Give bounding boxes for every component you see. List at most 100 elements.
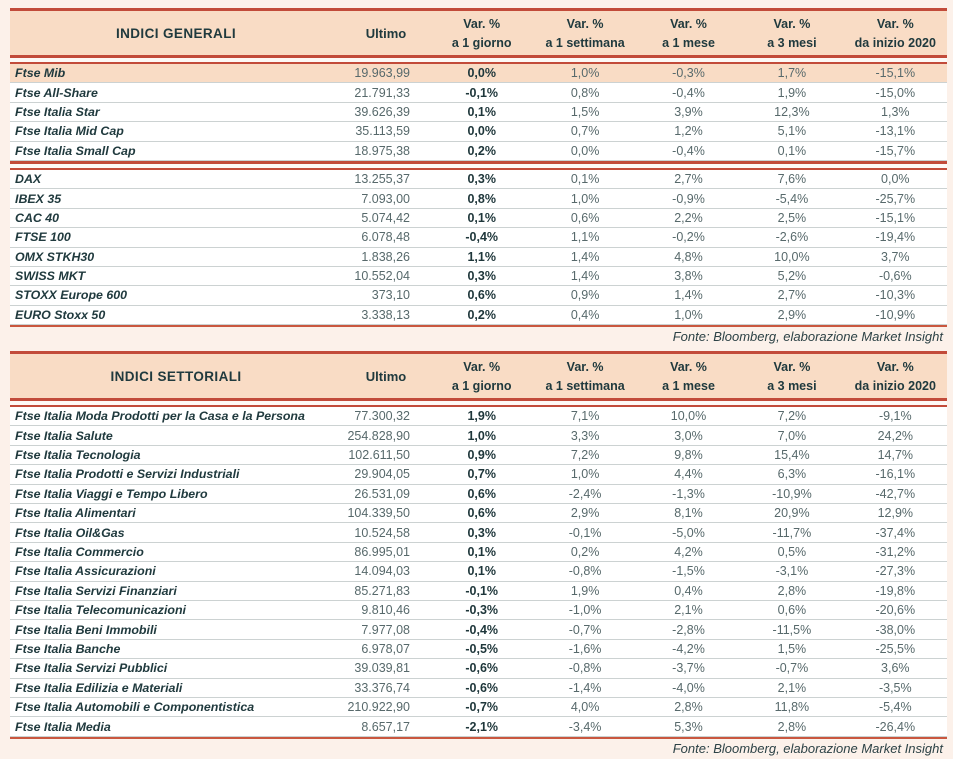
var-value-0: 0,0%: [467, 66, 496, 81]
row-label: Ftse Italia Servizi Pubblici: [15, 661, 168, 676]
row-label: STOXX Europe 600: [15, 288, 128, 303]
var-value-0: 0,2%: [467, 143, 496, 158]
col-header-var-0: Var. % a 1 giorno: [430, 14, 533, 53]
ultimo-value: 102.611,50: [348, 448, 410, 463]
var-value-4: -15,0%: [875, 85, 916, 100]
period-label: a 1 giorno: [451, 378, 512, 393]
table-row: Ftse Italia Edilizia e Materiali 33.376,7…: [10, 678, 947, 698]
table-row: CAC 40 5.074,42 0,1% 0,6% 2,2% 2,5% -15,1%: [10, 208, 947, 229]
var-value-1: -0,8%: [568, 564, 602, 579]
var-value-2: 1,0%: [674, 307, 703, 322]
table-title: INDICI GENERALI: [115, 25, 236, 41]
table-row: Ftse Italia Prodotti e Servizi Industria…: [10, 465, 947, 485]
table-row: STOXX Europe 600 373,10 0,6% 0,9% 1,4% 2,7% -1…: [10, 286, 947, 306]
ultimo-value: 85.271,83: [354, 583, 410, 598]
var-value-2: 3,0%: [674, 428, 703, 443]
row-label: Ftse Italia Automobili e Componentistica: [15, 700, 255, 715]
var-value-4: -10,9%: [875, 307, 916, 322]
var-value-0: 0,8%: [467, 191, 496, 206]
var-value-2: 10,0%: [670, 409, 707, 424]
var-value-2: 4,4%: [674, 467, 703, 482]
table-row: SWISS MKT 10.552,04 0,3% 1,4% 3,8% 5,2% -0,6%: [10, 266, 947, 287]
var-value-4: -27,3%: [875, 564, 916, 579]
var-percent-label: Var. %: [773, 359, 811, 374]
var-value-2: -1,3%: [672, 486, 705, 501]
table-bottom-border: [10, 325, 947, 328]
var-value-0: -0,4%: [465, 622, 499, 637]
var-value-0: 0,1%: [467, 210, 496, 225]
col-header-var-1: Var. % a 1 settimana: [533, 357, 636, 396]
ultimo-value: 8.657,17: [361, 719, 410, 734]
var-value-4: 12,9%: [877, 506, 914, 521]
var-value-0: 0,0%: [467, 124, 496, 139]
var-value-3: 7,0%: [777, 428, 807, 443]
var-value-0: 0,6%: [467, 288, 496, 303]
period-label: a 1 giorno: [451, 35, 512, 50]
indici-settoriali-table: INDICI SETTORIALI Ultimo Var. % a 1 giorno V…: [10, 351, 947, 739]
table-row: FTSE 100 6.078,48 -0,4% 1,1% -0,2% -2,6% -19,4…: [10, 228, 947, 248]
var-value-1: 0,7%: [570, 124, 600, 139]
row-label: EURO Stoxx 50: [15, 307, 106, 322]
var-value-0: -0,7%: [465, 700, 499, 715]
row-label: Ftse Italia Servizi Finanziari: [15, 583, 177, 598]
var-value-3: 11,8%: [774, 700, 810, 715]
var-value-4: 3,6%: [881, 661, 910, 676]
var-value-4: -19,8%: [875, 583, 916, 598]
var-value-0: -0,1%: [465, 583, 499, 598]
var-value-0: 0,3%: [467, 172, 496, 187]
table-row: Ftse Italia Servizi Pubblici 39.039,81 -0,…: [10, 659, 947, 679]
var-value-0: -0,5%: [465, 641, 499, 656]
ultimo-value: 254.828,90: [347, 428, 410, 443]
var-value-2: 0,4%: [674, 583, 703, 598]
var-value-0: -0,6%: [465, 661, 499, 676]
var-value-3: 5,1%: [777, 124, 807, 139]
var-value-3: 20,9%: [774, 506, 810, 521]
var-value-1: -1,4%: [568, 680, 602, 695]
var-value-2: 1,4%: [674, 288, 703, 303]
var-value-1: 1,0%: [570, 66, 600, 81]
row-label: OMX STKH30: [15, 249, 95, 264]
var-value-4: -38,0%: [875, 622, 916, 637]
row-label: Ftse Italia Small Cap: [15, 143, 136, 158]
col-header-var-0: Var. % a 1 giorno: [430, 357, 533, 396]
var-value-1: 0,4%: [570, 307, 600, 322]
var-value-1: -0,7%: [568, 622, 602, 637]
var-percent-label: Var. %: [876, 16, 914, 31]
ultimo-value: 5.074,42: [361, 210, 410, 225]
var-value-1: 1,0%: [570, 191, 600, 206]
var-value-4: -15,1%: [875, 66, 916, 81]
col-header-var-4: Var. % da inizio 2020: [844, 14, 947, 53]
header-double-divider: [10, 55, 947, 64]
var-value-2: 1,2%: [674, 124, 703, 139]
var-value-0: 0,1%: [467, 104, 496, 119]
var-value-3: 0,6%: [777, 603, 807, 618]
header-double-divider: [10, 398, 947, 408]
var-value-2: 9,8%: [674, 448, 703, 463]
var-value-3: 12,3%: [774, 104, 810, 119]
var-value-2: 3,8%: [674, 269, 703, 284]
row-label: Ftse Italia Oil&Gas: [15, 525, 125, 540]
row-label: Ftse Italia Telecomunicazioni: [15, 603, 186, 618]
var-value-2: 2,8%: [674, 700, 703, 715]
var-value-1: 1,4%: [570, 249, 600, 264]
var-value-1: -0,8%: [568, 661, 602, 676]
ultimo-value: 9.810,46: [361, 603, 410, 618]
var-value-2: 2,7%: [674, 172, 703, 187]
var-percent-label: Var. %: [463, 16, 501, 31]
var-value-4: -0,6%: [878, 269, 912, 284]
col-header-var-2: Var. % a 1 mese: [637, 14, 740, 53]
table-row: Ftse Italia Banche 6.978,07 -0,5% -1,6% -4,2…: [10, 639, 947, 660]
period-label: a 3 mesi: [767, 35, 817, 50]
col-header-var-1: Var. % a 1 settimana: [533, 14, 636, 53]
var-value-4: -26,4%: [875, 719, 916, 734]
var-value-4: -5,4%: [878, 700, 912, 715]
var-value-3: 0,5%: [777, 545, 807, 559]
col-header-ultimo: Ultimo: [365, 368, 407, 384]
var-value-3: -10,9%: [772, 486, 812, 501]
col-header-var-3: Var. % a 3 mesi: [740, 14, 843, 53]
var-value-3: -11,7%: [772, 525, 812, 540]
var-value-1: -0,1%: [568, 525, 602, 540]
var-value-0: 0,3%: [467, 525, 496, 540]
var-value-1: 0,1%: [570, 172, 600, 187]
var-value-4: -25,5%: [875, 641, 916, 656]
